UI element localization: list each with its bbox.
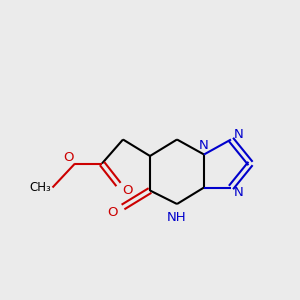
Text: CH₃: CH₃: [30, 181, 51, 194]
Text: N: N: [234, 128, 243, 142]
Text: NH: NH: [167, 211, 187, 224]
Text: O: O: [122, 184, 133, 197]
Text: N: N: [199, 139, 209, 152]
Text: O: O: [64, 151, 74, 164]
Text: O: O: [107, 206, 118, 220]
Text: N: N: [234, 185, 243, 199]
